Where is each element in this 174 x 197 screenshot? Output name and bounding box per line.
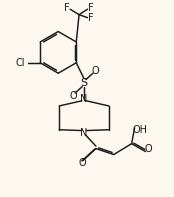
- Text: N: N: [80, 94, 88, 103]
- Text: F: F: [88, 3, 94, 13]
- Text: O: O: [144, 144, 152, 154]
- Text: O: O: [78, 158, 86, 168]
- Text: OH: OH: [133, 125, 148, 135]
- Text: Cl: Cl: [15, 58, 25, 68]
- Text: O: O: [69, 91, 77, 100]
- Text: O: O: [91, 66, 99, 76]
- Text: N: N: [80, 128, 88, 138]
- Text: S: S: [80, 78, 88, 88]
- Text: F: F: [88, 13, 94, 23]
- Text: F: F: [64, 3, 69, 13]
